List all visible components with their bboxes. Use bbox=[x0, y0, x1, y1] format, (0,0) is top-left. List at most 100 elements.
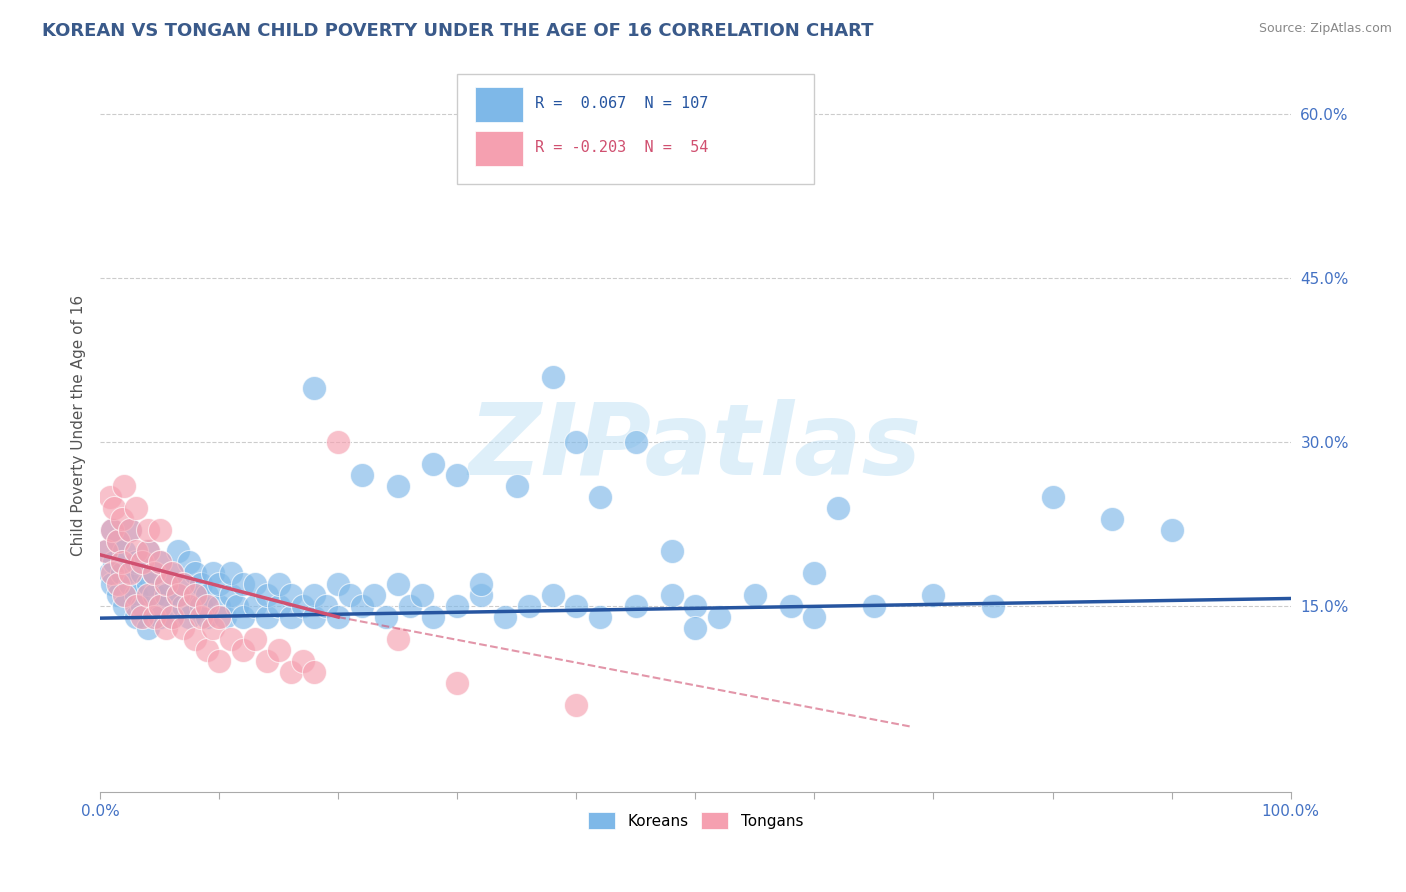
Point bbox=[94, 544, 117, 558]
Point bbox=[107, 588, 129, 602]
Point bbox=[160, 610, 183, 624]
Point bbox=[155, 588, 177, 602]
Point bbox=[172, 577, 194, 591]
Point bbox=[136, 588, 159, 602]
Point bbox=[219, 588, 242, 602]
Point bbox=[107, 577, 129, 591]
Point bbox=[179, 556, 201, 570]
Text: ZIPatlas: ZIPatlas bbox=[468, 400, 922, 496]
Point bbox=[541, 369, 564, 384]
Point bbox=[827, 500, 849, 515]
Point bbox=[446, 675, 468, 690]
Point bbox=[142, 610, 165, 624]
Point bbox=[387, 577, 409, 591]
Point bbox=[149, 556, 172, 570]
FancyBboxPatch shape bbox=[475, 130, 523, 166]
Point bbox=[136, 577, 159, 591]
Point bbox=[179, 599, 201, 614]
Text: KOREAN VS TONGAN CHILD POVERTY UNDER THE AGE OF 16 CORRELATION CHART: KOREAN VS TONGAN CHILD POVERTY UNDER THE… bbox=[42, 22, 873, 40]
FancyBboxPatch shape bbox=[457, 74, 814, 184]
Point bbox=[422, 610, 444, 624]
Point bbox=[661, 588, 683, 602]
Point bbox=[304, 610, 326, 624]
Point bbox=[744, 588, 766, 602]
Point bbox=[103, 500, 125, 515]
Point bbox=[624, 599, 647, 614]
Point bbox=[101, 523, 124, 537]
Point bbox=[172, 599, 194, 614]
Point bbox=[267, 577, 290, 591]
Point bbox=[160, 566, 183, 581]
Point bbox=[125, 544, 148, 558]
Point bbox=[166, 588, 188, 602]
Point bbox=[304, 665, 326, 679]
Point bbox=[160, 610, 183, 624]
Point bbox=[103, 556, 125, 570]
Point bbox=[256, 654, 278, 668]
Point bbox=[208, 610, 231, 624]
Point bbox=[256, 610, 278, 624]
Point bbox=[149, 610, 172, 624]
Point bbox=[136, 544, 159, 558]
Point bbox=[98, 566, 121, 581]
Point bbox=[779, 599, 801, 614]
Point bbox=[328, 610, 350, 624]
Point bbox=[219, 632, 242, 646]
Point bbox=[387, 479, 409, 493]
Point bbox=[202, 566, 225, 581]
Point bbox=[339, 588, 361, 602]
Point bbox=[160, 566, 183, 581]
Point bbox=[98, 490, 121, 504]
Point bbox=[470, 577, 492, 591]
Point bbox=[280, 610, 302, 624]
Text: R =  0.067  N = 107: R = 0.067 N = 107 bbox=[534, 96, 709, 111]
Point bbox=[304, 380, 326, 394]
Point bbox=[131, 556, 153, 570]
Point bbox=[149, 599, 172, 614]
Point bbox=[136, 621, 159, 635]
Point bbox=[190, 599, 212, 614]
Point bbox=[110, 556, 132, 570]
Point bbox=[685, 621, 707, 635]
Point bbox=[208, 577, 231, 591]
Y-axis label: Child Poverty Under the Age of 16: Child Poverty Under the Age of 16 bbox=[72, 295, 86, 557]
Point bbox=[803, 610, 825, 624]
Point bbox=[118, 523, 141, 537]
Point bbox=[125, 588, 148, 602]
Point bbox=[118, 523, 141, 537]
Point bbox=[208, 599, 231, 614]
Point bbox=[624, 435, 647, 450]
Point bbox=[131, 599, 153, 614]
Point bbox=[1101, 511, 1123, 525]
Point bbox=[291, 599, 314, 614]
Point bbox=[589, 610, 612, 624]
Point bbox=[195, 610, 218, 624]
Legend: Koreans, Tongans: Koreans, Tongans bbox=[582, 805, 808, 836]
Point bbox=[232, 610, 254, 624]
Point bbox=[142, 588, 165, 602]
Point bbox=[125, 500, 148, 515]
Point bbox=[565, 599, 588, 614]
Point bbox=[131, 566, 153, 581]
Point bbox=[243, 577, 266, 591]
Point bbox=[101, 577, 124, 591]
Point bbox=[101, 566, 124, 581]
Point bbox=[131, 610, 153, 624]
Point bbox=[363, 588, 385, 602]
Point bbox=[506, 479, 529, 493]
Text: Source: ZipAtlas.com: Source: ZipAtlas.com bbox=[1258, 22, 1392, 36]
Point bbox=[243, 599, 266, 614]
Point bbox=[922, 588, 945, 602]
Point bbox=[172, 577, 194, 591]
Point bbox=[118, 566, 141, 581]
Point bbox=[232, 643, 254, 657]
Point bbox=[142, 566, 165, 581]
Point bbox=[565, 435, 588, 450]
Point bbox=[470, 588, 492, 602]
Point bbox=[112, 588, 135, 602]
Point bbox=[243, 632, 266, 646]
Point bbox=[709, 610, 731, 624]
Point bbox=[981, 599, 1004, 614]
Point bbox=[494, 610, 516, 624]
Point bbox=[328, 435, 350, 450]
